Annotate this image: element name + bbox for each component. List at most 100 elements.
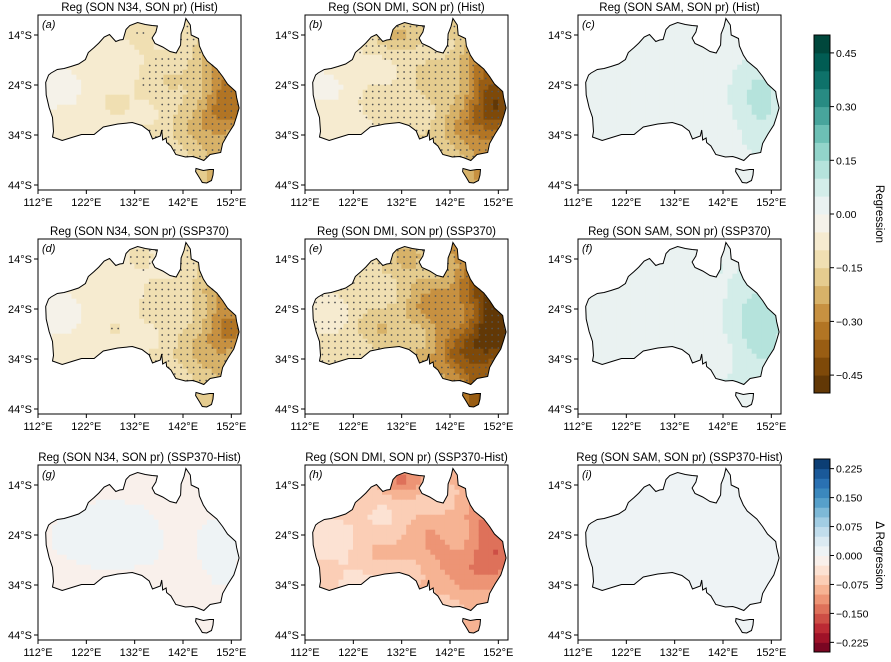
lon-tick-label: 122°E xyxy=(611,647,641,659)
lon-tick-label: 112°E xyxy=(563,647,592,659)
stippling-d xyxy=(111,249,239,382)
panel-frame-a xyxy=(37,14,242,191)
lat-tick-label: 34°S xyxy=(275,580,299,592)
lon-tick-label: 142°E xyxy=(435,421,465,433)
lat-tick-label: 24°S xyxy=(8,304,32,316)
colorbar-swatch xyxy=(814,285,830,304)
lat-tick-label: 24°S xyxy=(8,80,32,92)
colorbar-swatch xyxy=(814,487,830,499)
lon-tick-label: 112°E xyxy=(23,197,52,209)
map-panel-a: Reg (SON N34, SON pr) (Hist) (a) 112°E 122°… xyxy=(8,2,246,209)
lon-tick-label: 152°E xyxy=(756,647,786,659)
colorbar-swatch xyxy=(814,124,830,143)
lat-tick-label: 44°S xyxy=(275,180,299,192)
lat-tick-label: 24°S xyxy=(275,530,299,542)
lon-tick-label: 132°E xyxy=(120,647,150,659)
colorbar-swatch xyxy=(814,613,830,624)
colorbar-swatch xyxy=(814,231,830,251)
lon-tick-label: 122°E xyxy=(338,647,368,659)
lon-tick-label: 122°E xyxy=(611,197,641,209)
lon-tick-label: 152°E xyxy=(756,197,786,209)
lon-tick-label: 132°E xyxy=(660,421,690,433)
panel-frame-h xyxy=(304,464,509,641)
lon-tick-label: 122°E xyxy=(71,647,101,659)
panel-letter-d: (d) xyxy=(42,243,56,255)
colorbar-swatch xyxy=(814,106,830,125)
lat-tick-label: 44°S xyxy=(275,630,299,642)
lon-tick-label: 142°E xyxy=(708,421,738,433)
lon-tick-label: 152°E xyxy=(483,421,513,433)
colorbar-swatch xyxy=(814,603,830,614)
field-a xyxy=(45,18,240,183)
lat-tick-label: 24°S xyxy=(548,80,572,92)
lon-tick-label: 142°E xyxy=(168,647,198,659)
lon-tick-label: 152°E xyxy=(216,647,246,659)
lat-tick-label: 34°S xyxy=(275,354,299,366)
panel-letter-c: (c) xyxy=(582,19,595,31)
lat-tick-label: 14°S xyxy=(8,254,32,266)
field-b xyxy=(312,18,507,183)
lon-tick-label: 142°E xyxy=(168,197,198,209)
lon-tick-label: 152°E xyxy=(216,197,246,209)
lon-tick-label: 142°E xyxy=(435,197,465,209)
panel-frame-g xyxy=(37,464,242,641)
lat-tick-label: 44°S xyxy=(8,404,32,416)
stippling-b xyxy=(359,25,506,158)
lat-tick-label: 14°S xyxy=(8,30,32,42)
colorbar-swatch xyxy=(814,88,830,108)
colorbar-tick-label: 0.45 xyxy=(836,48,857,60)
colorbar-swatch xyxy=(814,303,830,322)
lon-tick-label: 132°E xyxy=(120,197,150,209)
lat-tick-label: 34°S xyxy=(548,580,572,592)
lat-tick-label: 44°S xyxy=(8,180,32,192)
field-g xyxy=(45,468,240,633)
colorbar-swatch xyxy=(814,632,830,643)
colorbar-swatch xyxy=(814,267,830,287)
lat-tick-label: 34°S xyxy=(8,130,32,142)
lat-tick-label: 44°S xyxy=(548,180,572,192)
colorbar-swatch xyxy=(814,555,830,566)
colorbar-swatch xyxy=(814,52,830,72)
colorbar-swatch xyxy=(814,321,830,340)
colorbar-swatch xyxy=(814,526,830,537)
lat-tick-label: 24°S xyxy=(548,304,572,316)
panel-frame-d xyxy=(37,238,242,415)
field-d xyxy=(45,242,240,407)
colorbar-swatch xyxy=(814,70,830,90)
colorbar-swatch xyxy=(814,375,830,394)
colorbar-tick-label: 0.000 xyxy=(836,551,862,563)
colorbar-label: Regression xyxy=(873,185,885,243)
coastline-g xyxy=(45,467,240,612)
lon-tick-label: 142°E xyxy=(435,647,465,659)
map-panel-i: Reg (SON SAM, SON pr) (SSP370-Hist) (i) 11… xyxy=(548,452,786,659)
lon-tick-label: 112°E xyxy=(563,197,592,209)
panel-letter-e: (e) xyxy=(309,243,323,255)
lon-tick-label: 142°E xyxy=(168,421,198,433)
panel-title-a: Reg (SON N34, SON pr) (Hist) xyxy=(61,2,218,14)
lon-tick-label: 122°E xyxy=(338,197,368,209)
colorbar-swatch xyxy=(814,35,830,54)
lon-tick-label: 132°E xyxy=(660,197,690,209)
field-i xyxy=(585,468,780,633)
panel-title-c: Reg (SON SAM, SON pr) (Hist) xyxy=(599,2,760,14)
panel-frame-c xyxy=(577,14,782,191)
map-panel-b: Reg (SON DMI, SON pr) (Hist) (b) 112°E 122°… xyxy=(275,2,513,209)
map-panel-d: Reg (SON N34, SON pr) (SSP370) (d) 112°E 12… xyxy=(8,226,246,433)
panel-title-g: Reg (SON N34, SON pr) (SSP370-Hist) xyxy=(38,452,241,464)
coastline-e xyxy=(312,241,507,386)
panel-title-e: Reg (SON DMI, SON pr) (SSP370) xyxy=(317,226,496,238)
coastline-c xyxy=(585,17,780,162)
colorbar-swatch xyxy=(814,249,830,269)
lon-tick-label: 152°E xyxy=(756,421,786,433)
lat-tick-label: 34°S xyxy=(8,354,32,366)
lat-tick-label: 24°S xyxy=(548,530,572,542)
lat-tick-label: 24°S xyxy=(275,304,299,316)
colorbar-swatch xyxy=(814,339,830,358)
coastline-i xyxy=(585,467,780,612)
colorbar-swatch xyxy=(814,160,830,179)
lat-tick-label: 14°S xyxy=(548,480,572,492)
panel-frame-i xyxy=(577,464,782,641)
colorbar-tick-label: −0.150 xyxy=(836,608,869,620)
colorbar-tick-label: −0.15 xyxy=(836,263,863,275)
colorbar-swatch xyxy=(814,642,830,653)
